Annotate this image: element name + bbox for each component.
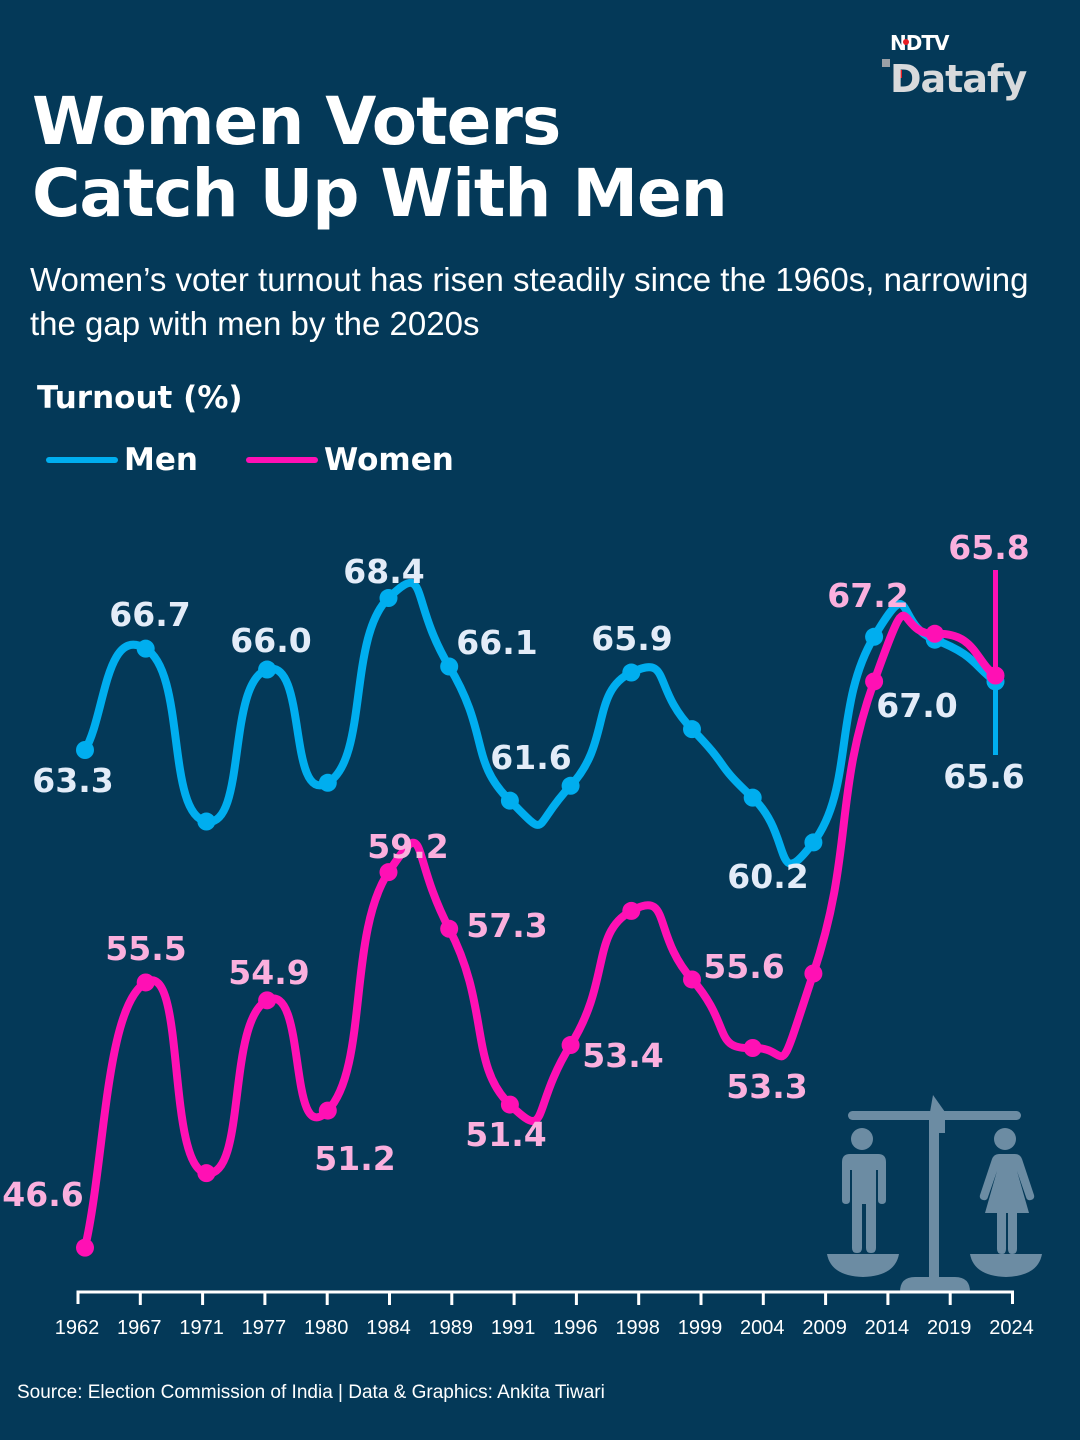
women-data-point: [500, 1095, 519, 1114]
women-data-label: 51.2: [314, 1139, 395, 1178]
legend-men: Men: [46, 442, 198, 478]
men-data-point: [622, 663, 641, 682]
women-data-point: [197, 1164, 216, 1183]
x-tick-label: 1977: [242, 1317, 287, 1339]
men-data-point: [197, 812, 216, 831]
women-data-label: 51.4: [465, 1115, 546, 1154]
men-data-label: 65.6: [943, 757, 1024, 796]
men-data-label: 66.1: [456, 623, 537, 662]
x-tick-label: 1991: [491, 1317, 536, 1339]
women-data-label: 54.9: [228, 953, 309, 992]
men-data-point: [379, 589, 398, 608]
men-data-label: 60.2: [727, 857, 808, 896]
women-data-point: [683, 970, 701, 989]
title-line-1: Women Voters: [32, 83, 561, 160]
women-data-point: [258, 991, 277, 1010]
title-line-2: Catch Up With Men: [32, 155, 728, 232]
x-tick-label: 1996: [553, 1317, 598, 1339]
men-data-label: 66.0: [230, 621, 311, 660]
women-data-label: 55.5: [105, 929, 186, 968]
x-tick-label: 2009: [802, 1317, 847, 1339]
women-data-point: [76, 1238, 94, 1257]
women-data-point: [986, 666, 1005, 685]
x-tick-label: 1980: [304, 1317, 349, 1339]
legend-label-women: Women: [324, 442, 454, 478]
women-data-point: [379, 863, 398, 882]
men-data-point: [804, 833, 823, 852]
x-tick-label: 1971: [179, 1317, 224, 1339]
x-tick-label: 1962: [55, 1317, 100, 1339]
women-data-point: [136, 973, 155, 992]
women-data-label: 67.2: [827, 576, 908, 615]
women-data-point: [925, 624, 944, 643]
men-data-point: [318, 773, 337, 792]
men-data-point: [136, 639, 155, 658]
women-data-point: [804, 964, 823, 983]
women-data-label: 57.3: [466, 906, 547, 945]
women-data-label: 46.6: [2, 1175, 83, 1214]
men-data-point: [76, 741, 94, 759]
x-tick-label: 2004: [740, 1317, 785, 1339]
svg-text:Datafy: Datafy: [890, 57, 1028, 101]
women-data-label: 53.4: [582, 1036, 663, 1075]
x-tick-label: 1967: [117, 1317, 162, 1339]
x-tick-label: 1999: [678, 1317, 723, 1339]
legend-women: Women: [246, 442, 454, 478]
x-tick-label: 2019: [927, 1317, 972, 1339]
women-data-label: 53.3: [726, 1067, 807, 1106]
women-data-point: [318, 1101, 337, 1120]
women-data-point: [622, 901, 641, 920]
x-tick-label: 1989: [429, 1317, 474, 1339]
men-data-point: [258, 660, 277, 679]
men-data-point: [743, 788, 762, 807]
women-data-point: [865, 672, 884, 691]
men-data-label: 63.3: [32, 761, 113, 800]
women-data-point: [743, 1039, 762, 1057]
scale-balance-icon: [827, 1095, 1042, 1292]
men-data-label: 65.9: [591, 619, 672, 658]
men-data-point: [561, 776, 580, 795]
women-data-point: [561, 1036, 580, 1055]
men-data-label: 61.6: [490, 738, 571, 777]
x-axis-line: [76, 1290, 1014, 1304]
x-tick-label: 2014: [865, 1317, 910, 1339]
subtitle: Women’s voter turnout has risen steadily…: [30, 261, 1029, 342]
woman-icon: [979, 1128, 1035, 1254]
x-axis: 1962 1967 1971 1977 1980 1984 1989 1991 1996 1998…: [55, 1290, 1034, 1339]
legend-swatch-men: [46, 457, 118, 463]
women-data-point: [440, 919, 459, 938]
x-tick-label: 1984: [366, 1317, 411, 1339]
men-data-point: [683, 720, 701, 739]
svg-text:NDTV: NDTV: [890, 32, 950, 55]
source-note: Source: Election Commission of India | D…: [17, 1382, 605, 1403]
women-data-label: 65.8: [948, 528, 1029, 567]
legend-label-men: Men: [124, 442, 198, 478]
men-data-point: [440, 657, 459, 676]
x-tick-label: 1998: [615, 1317, 660, 1339]
ndtv-datafy-logo: NDTV Datafy: [880, 31, 1040, 102]
men-data-label: 67.0: [876, 686, 957, 725]
y-axis-label: Turnout (%): [37, 380, 243, 416]
women-data-label: 59.2: [367, 827, 448, 866]
man-icon: [842, 1128, 886, 1253]
women-data-label: 55.6: [703, 947, 784, 986]
legend-swatch-women: [246, 457, 318, 463]
men-data-point: [865, 627, 884, 646]
men-data-label: 66.7: [109, 595, 190, 634]
page-title: Women Voters Catch Up With Men: [32, 83, 728, 232]
men-data-point: [500, 791, 519, 810]
x-tick-label: 2024: [989, 1317, 1034, 1339]
men-data-label: 68.4: [343, 552, 424, 591]
